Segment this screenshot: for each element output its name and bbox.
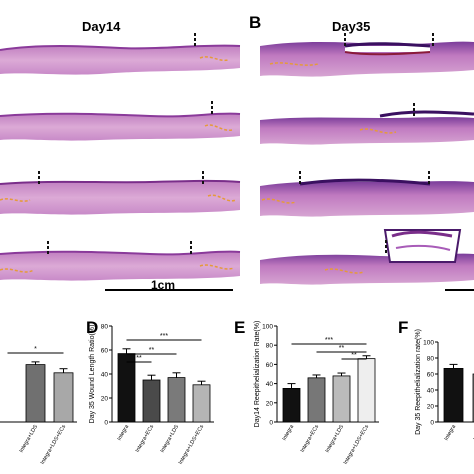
panel-b-day-label: Day35 bbox=[332, 19, 371, 34]
y-tick-label: 40 bbox=[101, 372, 109, 379]
y-tick-label: 60 bbox=[101, 348, 109, 355]
x-tick-label: Integra bbox=[443, 423, 457, 442]
y-tick-label: 100 bbox=[423, 340, 434, 347]
bar bbox=[25, 364, 46, 423]
y-axis-label: Day 35 Reepithelialization rate(%) bbox=[415, 329, 422, 435]
x-tick-label: Integra bbox=[116, 423, 130, 442]
y-tick-label: 60 bbox=[427, 372, 435, 379]
x-tick-label: Integra+LDS bbox=[325, 424, 346, 454]
bar bbox=[357, 358, 376, 423]
significance-label: ** bbox=[136, 355, 142, 362]
panel-b-section-1 bbox=[260, 33, 474, 77]
x-tick-label: Integra+LDS+ECs bbox=[343, 424, 371, 466]
bar bbox=[307, 377, 326, 423]
bar bbox=[53, 372, 74, 423]
bar bbox=[332, 375, 351, 423]
x-tick-label: Integra bbox=[281, 423, 295, 442]
y-tick-label: 80 bbox=[101, 324, 109, 331]
panel-a-scale-label: 1cm bbox=[151, 278, 176, 292]
bar bbox=[443, 368, 464, 423]
y-axis-label: Day 35 Wound Length Ratio(%) bbox=[89, 325, 96, 424]
bar bbox=[142, 379, 161, 423]
panel-b-section-2 bbox=[260, 103, 474, 145]
panel-e-letter: E bbox=[234, 318, 246, 337]
bar bbox=[117, 353, 136, 423]
x-tick-label: Integra+LDS bbox=[19, 424, 40, 454]
significance-label: ** bbox=[339, 345, 345, 352]
y-axis-label: Day14 Reepithelialization Rate(%) bbox=[254, 321, 261, 428]
panel-a-day-label: Day14 bbox=[82, 19, 121, 34]
bar bbox=[167, 377, 186, 423]
panel-f-letter: F bbox=[398, 318, 409, 337]
significance-label: ** bbox=[351, 352, 357, 359]
y-tick-label: 60 bbox=[266, 362, 274, 369]
y-tick-label: 20 bbox=[101, 396, 109, 403]
y-tick-label: 80 bbox=[266, 343, 274, 350]
bar bbox=[282, 388, 301, 423]
y-tick-label: 40 bbox=[427, 388, 435, 395]
y-tick-label: 0 bbox=[430, 420, 434, 427]
y-tick-label: 20 bbox=[266, 400, 274, 407]
x-tick-label: Integra+ECs bbox=[135, 424, 156, 454]
y-tick-label: 20 bbox=[427, 404, 435, 411]
panel-b-section-4 bbox=[260, 229, 474, 285]
panel-a-section-2 bbox=[0, 101, 241, 141]
panel-b-section-3 bbox=[260, 171, 474, 217]
panel-d-letter: D bbox=[86, 318, 99, 337]
significance-label: * bbox=[34, 346, 37, 353]
panel-a-section-3 bbox=[0, 171, 241, 215]
histology-images bbox=[0, 33, 474, 291]
panel-a-section-1 bbox=[0, 33, 241, 75]
y-tick-label: 0 bbox=[104, 420, 108, 427]
chart-panel-d: 0 20 40 60 80 Day 35 Wound Length Ratio(%) Int… bbox=[89, 324, 214, 466]
y-tick-label: 80 bbox=[427, 356, 435, 363]
chart-panel-c: Integra+LDS Integra+LDS+ECs * bbox=[0, 346, 77, 466]
significance-label: *** bbox=[160, 333, 168, 340]
y-tick-label: 100 bbox=[262, 324, 273, 331]
y-tick-label: 0 bbox=[269, 420, 273, 427]
significance-label: ** bbox=[149, 347, 155, 354]
panel-b-letter: B bbox=[249, 13, 262, 32]
y-tick-label: 40 bbox=[266, 381, 274, 388]
bar bbox=[192, 384, 211, 423]
panel-a-section-4 bbox=[0, 241, 241, 281]
significance-label: *** bbox=[325, 337, 333, 344]
bar-charts: Integra+LDS Integra+LDS+ECs*020406080Day … bbox=[0, 321, 474, 466]
x-tick-label: Integra+ECs bbox=[300, 424, 321, 454]
x-tick-label: Integra+LDS bbox=[160, 424, 181, 454]
x-tick-label: Integra+LDS+ECs bbox=[40, 424, 68, 466]
x-tick-label: Integra+LDS+ECs bbox=[178, 424, 206, 466]
